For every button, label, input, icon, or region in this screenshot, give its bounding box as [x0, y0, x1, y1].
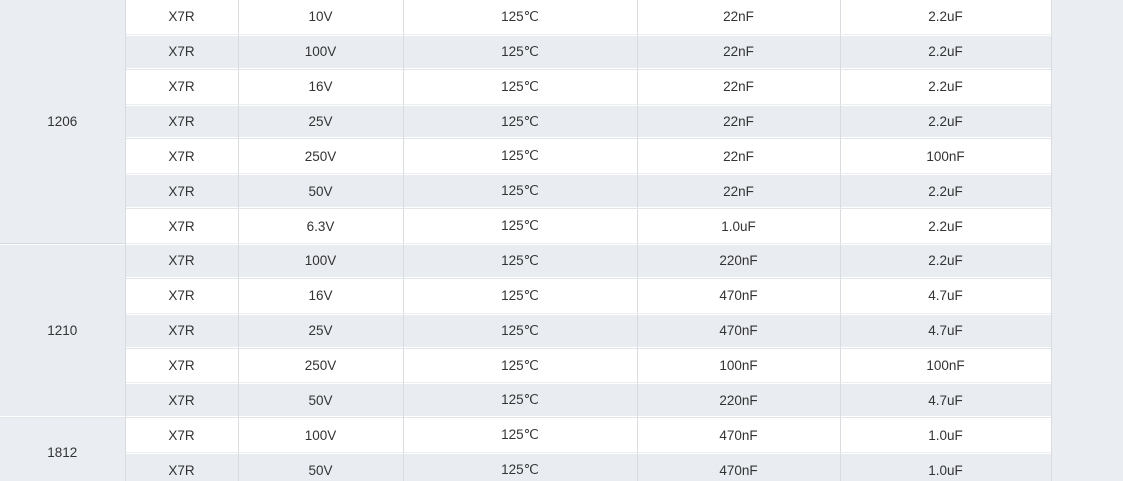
cell-voltage: 250V — [237, 348, 404, 384]
cell-capacitance-2: 2.2uF — [839, 173, 1051, 210]
cell-voltage: 10V — [237, 0, 404, 35]
cell-dielectric: X7R — [125, 382, 239, 419]
cell-capacitance-1: 470nF — [636, 452, 841, 481]
table-row: 1210 X7R 100V 125℃ 220nF 2.2uF — [0, 243, 1123, 419]
cell-capacitance-1: 22nF — [636, 104, 841, 140]
cell-voltage: 16V — [237, 278, 404, 314]
cell-dielectric: X7R — [124, 0, 239, 35]
cell-voltage: 16V — [237, 69, 404, 105]
cell-temperature: 125℃ — [402, 278, 638, 314]
cell-dielectric: X7R — [125, 138, 239, 175]
cell-capacitance-1: 22nF — [636, 173, 841, 210]
cell-dielectric: X7R — [124, 417, 239, 454]
cell-temperature: 125℃ — [402, 417, 638, 454]
cell-voltage: 6.3V — [237, 208, 404, 245]
cell-capacitance-1: 22nF — [636, 34, 841, 70]
table-row: 1812 X7R 100V 125℃ 470nF 1.0uF — [0, 417, 1123, 481]
cell-capacitance-1: 1.0uF — [636, 208, 841, 245]
cell-dielectric: X7R — [125, 34, 239, 70]
table-row: X7R 16V 125℃ 22nF 2.2uF — [0, 69, 1123, 105]
cell-voltage: 100V — [237, 243, 404, 279]
cell-capacitance-2: 4.7uF — [839, 382, 1051, 419]
table-row: X7R 50V 125℃ 22nF 2.2uF — [0, 173, 1123, 210]
cell-dielectric: X7R — [125, 69, 239, 105]
cell-temperature: 125℃ — [402, 104, 638, 140]
table-row: X7R 25V 125℃ 470nF 4.7uF — [0, 313, 1123, 349]
cell-dielectric: X7R — [125, 173, 239, 210]
cell-capacitance-1: 470nF — [636, 278, 841, 314]
table-row: X7R 50V 125℃ 470nF 1.0uF — [0, 452, 1123, 481]
cell-capacitance-2: 2.2uF — [839, 104, 1051, 140]
cell-temperature: 125℃ — [402, 452, 638, 481]
cell-temperature: 125℃ — [402, 138, 638, 175]
size-cell: 1210 — [0, 243, 126, 419]
cell-voltage: 50V — [237, 173, 404, 210]
cell-capacitance-2: 2.2uF — [839, 69, 1051, 105]
cell-capacitance-2: 4.7uF — [839, 278, 1051, 314]
cell-capacitance-2: 4.7uF — [839, 313, 1051, 349]
cell-voltage: 50V — [237, 382, 404, 419]
cell-capacitance-1: 22nF — [636, 69, 841, 105]
cell-capacitance-2: 2.2uF — [839, 0, 1052, 35]
table-row: X7R 25V 125℃ 22nF 2.2uF — [0, 104, 1123, 140]
cell-capacitance-2: 2.2uF — [839, 34, 1051, 70]
cell-temperature: 125℃ — [402, 348, 638, 384]
cell-capacitance-1: 220nF — [636, 243, 841, 279]
table-row: X7R 50V 125℃ 220nF 4.7uF — [0, 382, 1123, 419]
cell-temperature: 125℃ — [402, 34, 638, 70]
size-cell: 1812 — [0, 417, 126, 481]
cell-dielectric: X7R — [124, 243, 239, 279]
cell-dielectric: X7R — [125, 208, 239, 245]
cell-temperature: 125℃ — [402, 313, 638, 349]
cell-voltage: 250V — [237, 138, 404, 175]
right-gutter — [1050, 0, 1123, 481]
cell-capacitance-2: 100nF — [839, 138, 1051, 175]
cell-temperature: 125℃ — [402, 69, 638, 105]
cell-voltage: 25V — [237, 313, 404, 349]
cell-temperature: 125℃ — [402, 382, 638, 419]
cell-temperature: 125℃ — [402, 243, 638, 279]
cell-capacitance-1: 470nF — [636, 417, 841, 454]
table-row: X7R 100V 125℃ 22nF 2.2uF — [0, 34, 1123, 70]
cell-temperature: 125℃ — [402, 173, 638, 210]
cell-voltage: 25V — [237, 104, 404, 140]
cell-capacitance-2: 1.0uF — [839, 452, 1051, 481]
cell-capacitance-1: 470nF — [636, 313, 841, 349]
cell-capacitance-1: 22nF — [636, 0, 841, 35]
cell-capacitance-2: 1.0uF — [839, 417, 1051, 454]
cell-dielectric: X7R — [125, 278, 239, 314]
cell-dielectric: X7R — [125, 104, 239, 140]
cell-temperature: 125℃ — [402, 0, 638, 35]
cell-voltage: 100V — [237, 34, 404, 70]
cell-capacitance-2: 2.2uF — [839, 208, 1051, 245]
table-row: X7R 6.3V 125℃ 1.0uF 2.2uF — [0, 208, 1123, 245]
table-row: X7R 250V 125℃ 22nF 100nF — [0, 138, 1123, 175]
cell-voltage: 50V — [237, 452, 404, 481]
cell-capacitance-1: 220nF — [636, 382, 841, 419]
table-row: X7R 250V 125℃ 100nF 100nF — [0, 348, 1123, 384]
size-cell: 1206 — [0, 0, 126, 245]
cell-dielectric: X7R — [125, 313, 239, 349]
cell-capacitance-1: 22nF — [636, 138, 841, 175]
table-row: X7R 16V 125℃ 470nF 4.7uF — [0, 278, 1123, 314]
cell-dielectric: X7R — [125, 452, 239, 481]
cell-capacitance-1: 100nF — [636, 348, 841, 384]
cell-temperature: 125℃ — [402, 208, 638, 245]
cell-dielectric: X7R — [125, 348, 239, 384]
cell-capacitance-2: 100nF — [839, 348, 1051, 384]
cell-capacitance-2: 2.2uF — [839, 243, 1051, 279]
cell-voltage: 100V — [237, 417, 404, 454]
